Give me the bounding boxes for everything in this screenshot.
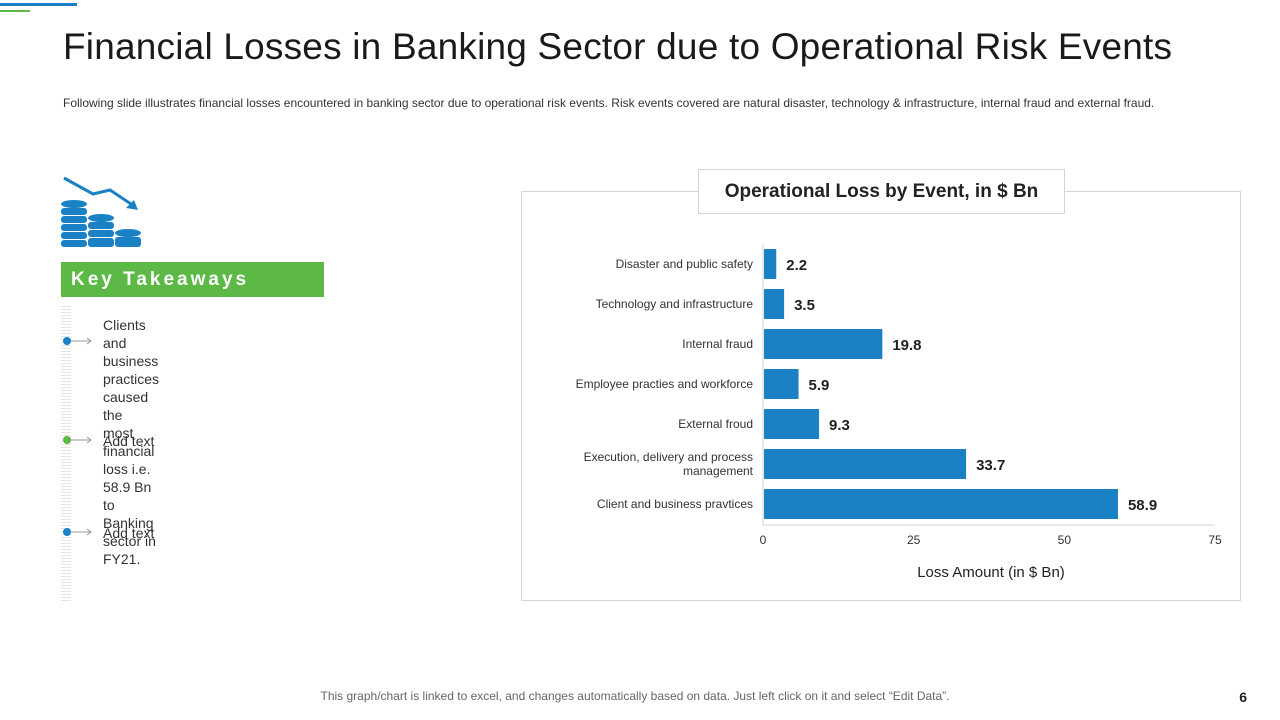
category-label-7: Client and business pravtices <box>597 497 753 511</box>
bullet-dot-icon <box>63 337 71 345</box>
takeaway-text-3[interactable]: Add text <box>103 525 155 541</box>
x-tick-label-3: 50 <box>1058 533 1072 547</box>
chart-title: Operational Loss by Event, in $ Bn <box>698 169 1065 214</box>
slide-title: Financial Losses in Banking Sector due t… <box>63 26 1173 67</box>
value-label-3: 19.8 <box>892 337 921 354</box>
value-label-2: 3.5 <box>794 297 815 314</box>
accent-line-green <box>0 10 30 12</box>
bar-3[interactable] <box>764 329 883 359</box>
category-label-3: Internal fraud <box>682 337 753 351</box>
category-label-4: Employee practies and workforce <box>576 377 754 391</box>
key-takeaways-heading: Key Takeaways <box>61 262 324 297</box>
coins-decline-icon <box>61 176 141 247</box>
arrow-right-icon <box>71 528 92 536</box>
category-label-1: Disaster and public safety <box>616 257 753 271</box>
value-label-5: 9.3 <box>829 417 850 434</box>
value-label-7: 58.9 <box>1128 497 1157 514</box>
bar-4[interactable] <box>764 369 799 399</box>
x-tick-label-4: 75 <box>1208 533 1222 547</box>
value-label-1: 2.2 <box>786 257 807 274</box>
operational-loss-bar-chart[interactable]: Disaster and public safety 2.2 Technology … <box>521 230 1241 590</box>
x-tick-label-2: 25 <box>907 533 921 547</box>
bullet-dot-icon <box>63 436 71 444</box>
takeaway-text-2[interactable]: Add text <box>103 433 155 449</box>
bar-5[interactable] <box>764 409 820 439</box>
category-label-6: Execution, delivery and process managemen… <box>584 450 754 478</box>
bullet-dot-icon <box>63 528 71 536</box>
bar-1[interactable] <box>764 249 777 279</box>
x-tick-label-1: 0 <box>760 533 767 547</box>
category-label-2: Technology and infrastructure <box>596 297 754 311</box>
bar-2[interactable] <box>764 289 785 319</box>
category-label-5: External froud <box>678 417 753 431</box>
page-number: 6 <box>1239 689 1247 705</box>
timeline-rail <box>61 306 71 601</box>
accent-line-blue <box>0 3 77 6</box>
arrow-right-icon <box>71 337 92 345</box>
bar-7[interactable] <box>764 489 1118 519</box>
bar-6[interactable] <box>764 449 967 479</box>
x-axis-title: Loss Amount (in $ Bn) <box>917 564 1065 581</box>
arrow-right-icon <box>71 436 92 444</box>
chart-frame <box>521 191 1241 601</box>
slide-subtitle: Following slide illustrates financial lo… <box>63 96 1155 110</box>
takeaway-text-1: Clients and business practices caused th… <box>103 317 160 567</box>
value-label-4: 5.9 <box>809 377 830 394</box>
value-label-6: 33.7 <box>976 457 1005 474</box>
footer-note: This graph/chart is linked to excel, and… <box>320 689 950 703</box>
